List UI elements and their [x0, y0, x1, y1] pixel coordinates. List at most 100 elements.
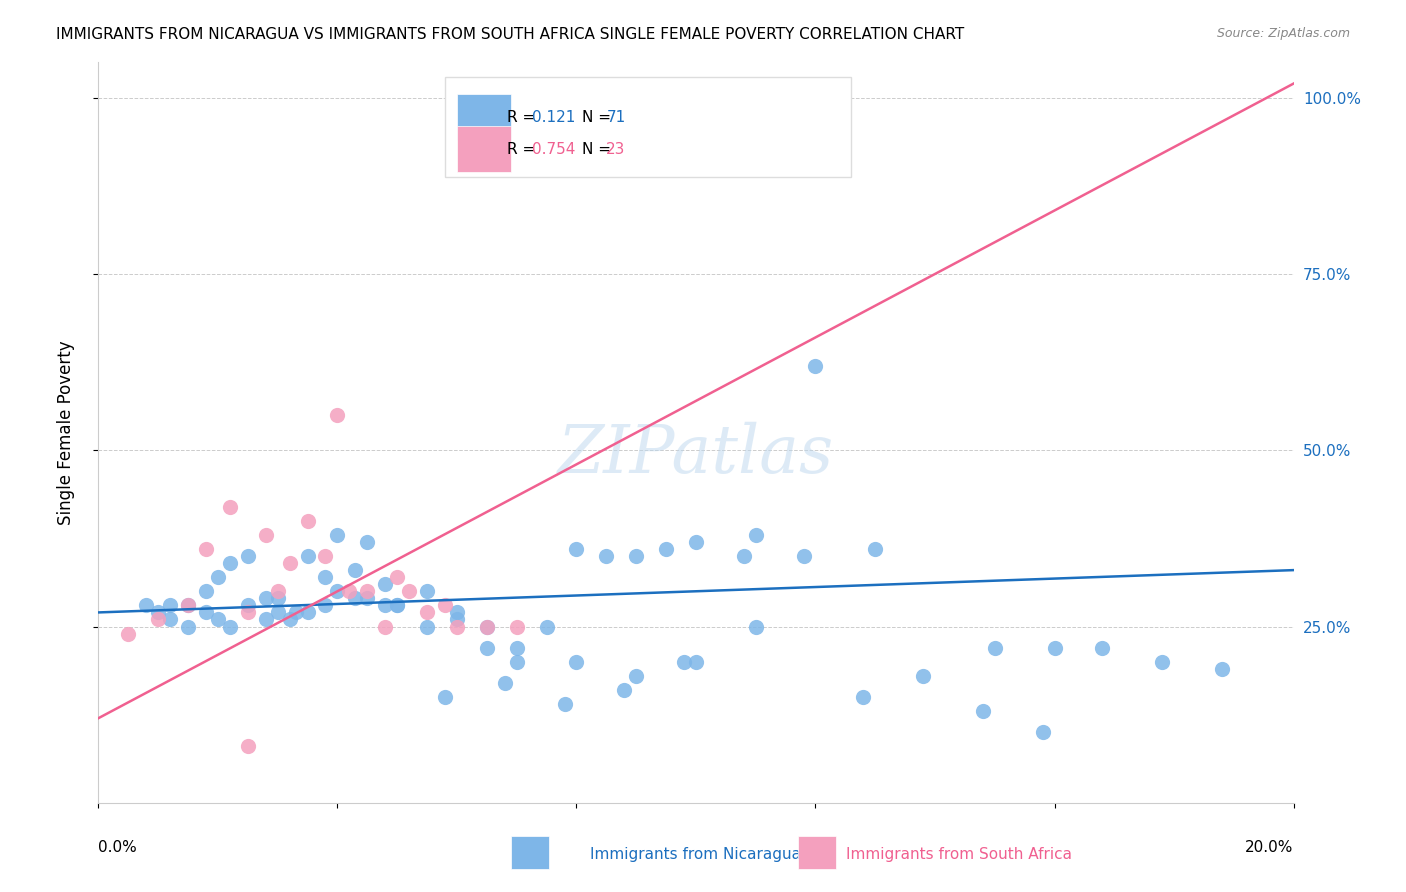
Text: 0.0%: 0.0% — [98, 840, 138, 855]
Point — [278, 556, 301, 570]
Point — [254, 591, 277, 606]
FancyBboxPatch shape — [510, 836, 548, 870]
Point — [506, 619, 529, 633]
Point — [374, 577, 396, 591]
Point — [374, 599, 396, 613]
Point — [344, 591, 367, 606]
Point — [446, 612, 468, 626]
Point — [595, 549, 617, 563]
Point — [159, 599, 181, 613]
Point — [1211, 662, 1233, 676]
Point — [195, 606, 218, 620]
Point — [254, 528, 277, 542]
Point — [972, 704, 994, 718]
Point — [254, 612, 277, 626]
Text: 20.0%: 20.0% — [1246, 840, 1294, 855]
Point — [434, 599, 457, 613]
Point — [117, 626, 139, 640]
Point — [195, 541, 218, 556]
Point — [494, 676, 516, 690]
Text: 0.754: 0.754 — [533, 142, 575, 157]
Point — [416, 584, 439, 599]
Point — [793, 549, 815, 563]
FancyBboxPatch shape — [446, 78, 852, 178]
Point — [446, 606, 468, 620]
Point — [297, 549, 319, 563]
Point — [385, 599, 409, 613]
Point — [219, 556, 242, 570]
Point — [434, 690, 457, 704]
Point — [475, 619, 498, 633]
FancyBboxPatch shape — [797, 836, 835, 870]
Point — [207, 570, 229, 584]
Point — [745, 619, 768, 633]
Point — [685, 535, 707, 549]
Point — [278, 612, 301, 626]
Point — [177, 599, 200, 613]
Point — [1032, 725, 1054, 739]
Y-axis label: Single Female Poverty: Single Female Poverty — [56, 341, 75, 524]
Point — [475, 640, 498, 655]
Point — [685, 655, 707, 669]
Point — [159, 612, 181, 626]
Point — [148, 612, 170, 626]
Point — [613, 683, 636, 698]
Point — [135, 599, 157, 613]
Point — [297, 606, 319, 620]
Text: R =: R = — [508, 142, 540, 157]
Text: R =: R = — [508, 110, 540, 125]
Point — [626, 669, 648, 683]
Text: Immigrants from Nicaragua: Immigrants from Nicaragua — [591, 847, 801, 863]
Point — [475, 619, 498, 633]
Point — [865, 541, 887, 556]
Point — [356, 535, 378, 549]
Text: Immigrants from South Africa: Immigrants from South Africa — [846, 847, 1071, 863]
Point — [1152, 655, 1174, 669]
Point — [852, 690, 875, 704]
Point — [195, 584, 218, 599]
Point — [416, 619, 439, 633]
Point — [326, 528, 349, 542]
Text: ZIPatlas: ZIPatlas — [558, 422, 834, 487]
Point — [356, 584, 378, 599]
Point — [236, 549, 259, 563]
Point — [267, 584, 290, 599]
Point — [219, 619, 242, 633]
Point — [374, 619, 396, 633]
Point — [733, 549, 755, 563]
Point — [326, 584, 349, 599]
Point — [536, 619, 558, 633]
Point — [416, 606, 439, 620]
Point — [554, 697, 576, 711]
Point — [398, 584, 420, 599]
Point — [267, 606, 290, 620]
Point — [912, 669, 935, 683]
Point — [1043, 640, 1066, 655]
Text: Source: ZipAtlas.com: Source: ZipAtlas.com — [1216, 27, 1350, 40]
Point — [565, 655, 588, 669]
Point — [207, 612, 229, 626]
Point — [385, 599, 409, 613]
Point — [385, 570, 409, 584]
Point — [326, 408, 349, 422]
Point — [344, 563, 367, 577]
Point — [267, 591, 290, 606]
Point — [177, 619, 200, 633]
Point — [565, 541, 588, 556]
Text: 23: 23 — [606, 142, 626, 157]
Point — [177, 599, 200, 613]
Point — [297, 514, 319, 528]
Point — [984, 640, 1007, 655]
Point — [506, 640, 529, 655]
Text: N =: N = — [582, 110, 616, 125]
Point — [745, 528, 768, 542]
Text: 71: 71 — [606, 110, 626, 125]
Point — [804, 359, 827, 373]
Text: IMMIGRANTS FROM NICARAGUA VS IMMIGRANTS FROM SOUTH AFRICA SINGLE FEMALE POVERTY : IMMIGRANTS FROM NICARAGUA VS IMMIGRANTS … — [56, 27, 965, 42]
FancyBboxPatch shape — [457, 126, 510, 172]
Point — [1091, 640, 1114, 655]
Point — [655, 541, 678, 556]
Point — [315, 599, 337, 613]
Point — [236, 606, 259, 620]
Point — [506, 655, 529, 669]
